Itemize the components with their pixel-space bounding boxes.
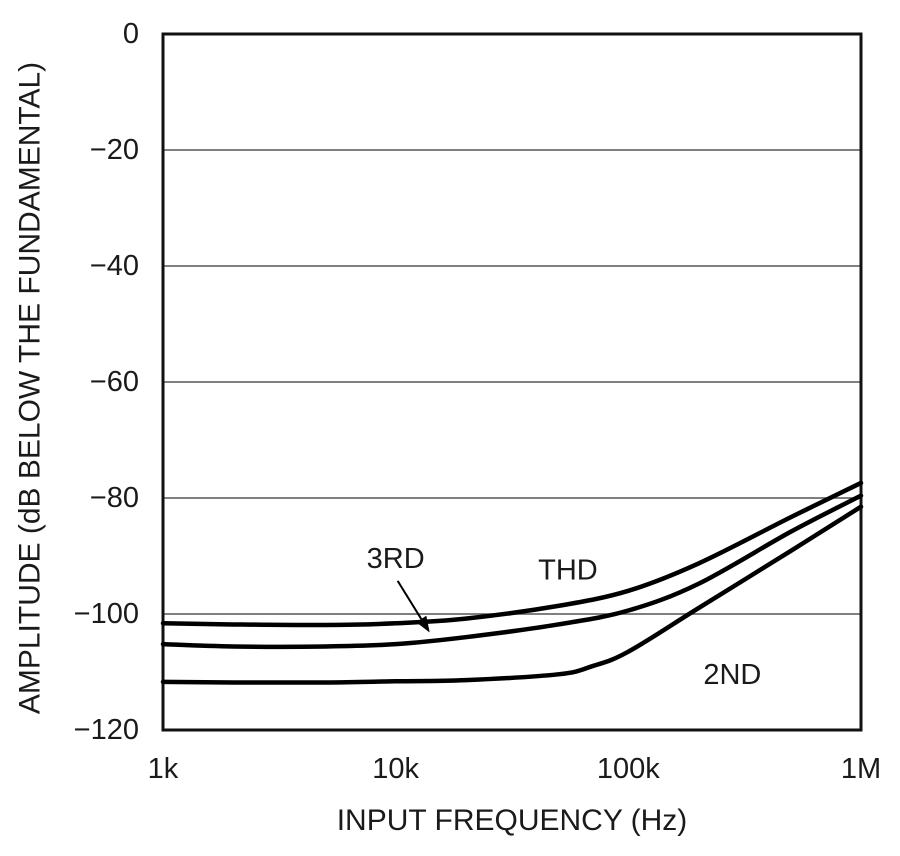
x-tick-label-1k: 1k <box>148 753 179 785</box>
y-tick-label-0: 0 <box>123 18 139 50</box>
annotation-arrow-3rd <box>396 580 423 620</box>
series-label-3rd: 3RD <box>367 543 425 575</box>
annotation-arrowhead-3rd <box>416 615 430 633</box>
series-label-2nd: 2ND <box>703 659 761 691</box>
y-tick-label-100: −100 <box>74 598 139 630</box>
y-tick-label-120: −120 <box>74 714 139 746</box>
annotation-layer: THD 3RD 2ND <box>367 543 762 691</box>
series-line-thd <box>160 480 864 628</box>
y-tick-label-20: −20 <box>90 134 139 166</box>
x-tick-label-1m: 1M <box>841 753 881 785</box>
series-line-3rd <box>160 493 864 650</box>
y-tick-label-80: −80 <box>90 482 139 514</box>
series-line-2nd <box>160 504 864 685</box>
x-tick-label-100k: 100k <box>597 753 660 785</box>
plot-frame <box>161 32 863 732</box>
y-tick-label-40: −40 <box>90 250 139 282</box>
x-axis-title: INPUT FREQUENCY (Hz) <box>337 804 688 837</box>
grid-layer <box>163 149 861 615</box>
x-tick-label-10k: 10k <box>372 753 419 785</box>
y-tick-label-60: −60 <box>90 366 139 398</box>
series-layer <box>160 480 864 685</box>
series-label-thd: THD <box>538 555 598 587</box>
y-axis-title: AMPLITUDE (dB BELOW THE FUNDAMENTAL) <box>14 62 47 714</box>
tick-layer: 0 −20 −40 −60 −80 −100 −120 1k 10k 100k 1M <box>74 18 881 785</box>
